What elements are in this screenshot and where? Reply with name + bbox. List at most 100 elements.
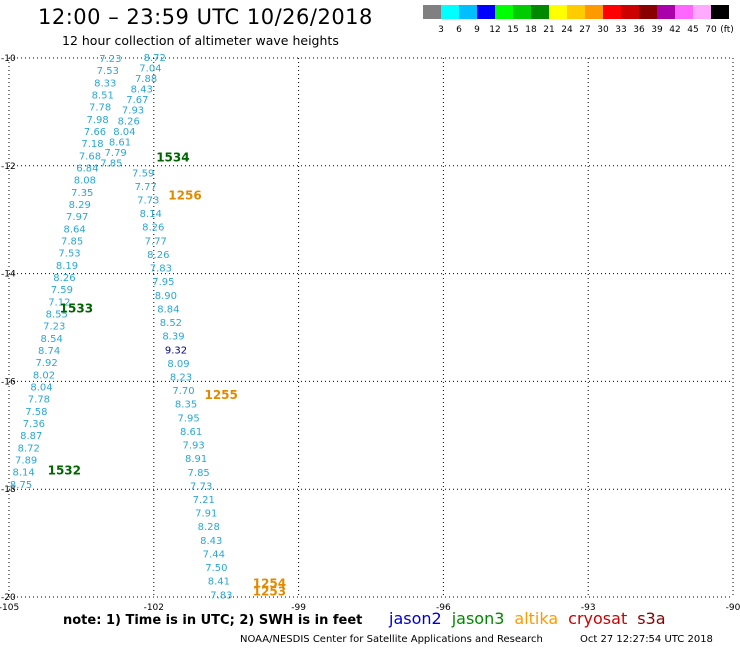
color-swatch — [603, 5, 621, 19]
wave-height-value: 8.33 — [94, 78, 116, 89]
footer-timestamp: Oct 27 12:27:54 UTC 2018 — [580, 634, 713, 645]
altimeter-track-b: 7.237.538.338.517.787.987.667.187.686.84… — [10, 54, 122, 491]
wave-height-value: 8.75 — [10, 480, 32, 491]
y-tick-label: -12 — [1, 162, 16, 172]
wave-height-value: 7.83 — [210, 590, 232, 601]
wave-height-value: 7.78 — [89, 103, 111, 114]
wave-height-value: 8.26 — [142, 223, 164, 234]
x-tick-label: -102 — [144, 603, 164, 613]
wave-height-value: 7.77 — [145, 236, 167, 247]
wave-height-value: 7.35 — [71, 188, 93, 199]
y-tick-label: -16 — [1, 377, 16, 387]
satellite-legend-altika: altika — [514, 609, 559, 628]
wave-height-value: 8.84 — [157, 304, 179, 315]
wave-height-value: 7.23 — [99, 54, 121, 65]
wave-height-value: 8.52 — [160, 318, 182, 329]
wave-height-value: 7.93 — [122, 106, 144, 117]
wave-height-value: 8.26 — [118, 116, 140, 127]
color-scale-label: 30 — [597, 25, 609, 35]
satellite-legend-jason3: jason3 — [451, 609, 505, 628]
y-tick-label: -14 — [1, 270, 16, 280]
wave-height-value: 7.89 — [15, 455, 37, 466]
wave-height-value: 7.59 — [132, 168, 154, 179]
wave-height-value: 8.91 — [185, 454, 207, 465]
wave-height-value: 7.59 — [51, 285, 73, 296]
satellite-legend-cryosat: cryosat — [568, 609, 628, 628]
wave-height-value: 7.70 — [172, 386, 194, 397]
color-scale-label: 33 — [615, 25, 626, 35]
chart-title: 12:00 – 23:59 UTC 10/26/2018 — [38, 5, 373, 29]
x-tick-label: -105 — [0, 603, 19, 613]
wave-height-value: 7.21 — [193, 495, 215, 506]
wave-height-value: 8.08 — [74, 176, 96, 187]
pass-time-label: 1534 — [156, 151, 189, 165]
wave-height-value: 8.14 — [12, 468, 34, 479]
color-scale-label: 15 — [507, 25, 518, 35]
color-scale-label: 42 — [669, 25, 680, 35]
color-swatch — [585, 5, 603, 19]
wave-height-value: 7.44 — [203, 549, 225, 560]
color-scale-label: 3 — [438, 25, 444, 35]
wave-height-value: 8.61 — [180, 427, 202, 438]
color-scale-label: 39 — [651, 25, 663, 35]
wave-height-value: 7.66 — [84, 127, 106, 138]
wave-height-value: 7.97 — [66, 212, 88, 223]
color-swatch — [657, 5, 675, 19]
wave-height-value: 7.95 — [177, 413, 199, 424]
wave-height-value: 8.64 — [64, 224, 86, 235]
grid-lines — [8, 57, 734, 598]
wave-height-value: 7.53 — [58, 249, 80, 260]
color-scale-label: 6 — [456, 25, 462, 35]
wave-height-value: 7.92 — [35, 358, 57, 369]
wave-height-value: 7.67 — [126, 95, 148, 106]
wave-height-value: 7.23 — [43, 322, 65, 333]
wave-height-value: 8.51 — [92, 90, 114, 101]
wave-height-value: 8.39 — [162, 332, 184, 343]
wave-height-value: 7.98 — [86, 115, 108, 126]
wave-height-value: 8.29 — [69, 200, 91, 211]
wave-height-value: 8.43 — [200, 536, 222, 547]
wave-height-value: 7.50 — [205, 563, 227, 574]
y-tick-label: -18 — [1, 485, 16, 495]
color-scale-label: (ft) — [720, 25, 733, 35]
color-scale-label: 36 — [633, 25, 645, 35]
wave-height-value: 8.74 — [38, 346, 60, 357]
altimeter-track-a: 8.727.047.888.437.677.938.268.048.617.79… — [100, 53, 166, 170]
units-note: note: 1) Time is in UTC; 2) SWH is in fe… — [63, 613, 363, 628]
color-swatch — [423, 5, 441, 19]
wave-height-value: 8.23 — [170, 372, 192, 383]
wave-height-value: 8.14 — [140, 209, 162, 220]
color-scale-label: 27 — [579, 25, 590, 35]
x-tick-label: -93 — [581, 603, 596, 613]
color-swatch — [513, 5, 531, 19]
wave-height-value: 7.85 — [188, 468, 210, 479]
color-swatch — [495, 5, 513, 19]
pass-time-label: 1256 — [168, 188, 201, 202]
color-swatch — [675, 5, 693, 19]
wave-height-value: 7.78 — [28, 395, 50, 406]
pass-time-label: 1253 — [253, 585, 286, 599]
wave-height-value: 8.72 — [18, 443, 40, 454]
wave-height-value: 8.54 — [41, 334, 63, 345]
wave-height-value: 7.12 — [48, 297, 70, 308]
wave-height-value: 8.19 — [56, 261, 78, 272]
color-scale-label: 45 — [687, 25, 698, 35]
y-tick-label: -20 — [1, 593, 16, 603]
wave-height-value: 7.79 — [105, 148, 127, 159]
pass-time-label: 1533 — [60, 302, 93, 316]
color-swatch — [711, 5, 729, 19]
wave-height-value: 7.95 — [152, 277, 174, 288]
wave-height-value: 8.43 — [131, 85, 153, 96]
wave-height-value: 8.04 — [30, 382, 52, 393]
color-swatch — [549, 5, 567, 19]
wave-height-value: 7.93 — [182, 441, 204, 452]
satellite-legend-jason2: jason2 — [389, 609, 442, 628]
wave-height-value: 8.41 — [208, 577, 230, 588]
color-scale-label: 70 — [705, 25, 717, 35]
wave-height-value: 8.02 — [33, 370, 55, 381]
wave-height-value: 8.04 — [113, 127, 135, 138]
wave-height-value: 7.36 — [23, 419, 45, 430]
wave-height-value: 8.87 — [20, 431, 42, 442]
color-swatch — [477, 5, 495, 19]
